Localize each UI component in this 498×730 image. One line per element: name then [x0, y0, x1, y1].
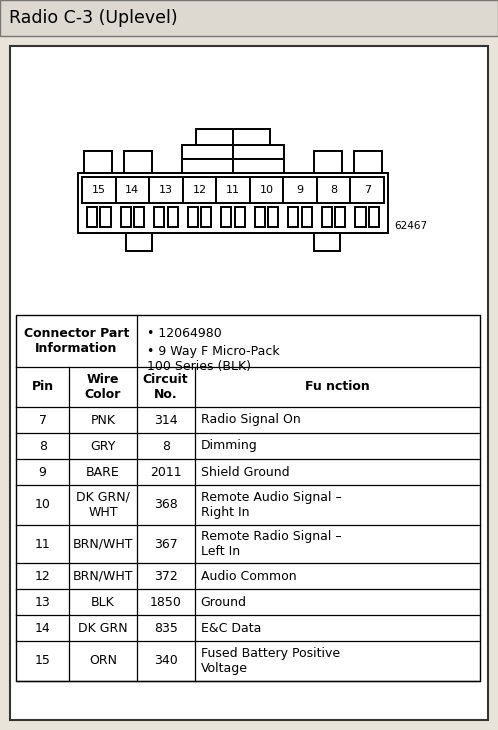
Text: Fu nction: Fu nction	[305, 380, 370, 393]
Text: Shield Ground: Shield Ground	[201, 466, 289, 478]
Bar	[82, 177, 116, 203]
Text: Radio C-3 (Uplevel): Radio C-3 (Uplevel)	[9, 9, 178, 27]
Text: 14: 14	[125, 185, 139, 195]
Text: 10: 10	[259, 185, 273, 195]
Text: 15: 15	[92, 185, 106, 195]
Bar	[124, 151, 152, 173]
Text: 2011: 2011	[150, 466, 181, 478]
Bar	[196, 129, 270, 145]
Text: 1850: 1850	[150, 596, 182, 609]
Text: 8: 8	[330, 185, 337, 195]
Text: Pin: Pin	[31, 380, 54, 393]
Text: 15: 15	[35, 655, 51, 667]
Bar	[154, 207, 164, 227]
Text: Radio Signal On: Radio Signal On	[201, 413, 300, 426]
Bar	[84, 151, 112, 173]
Bar	[216, 177, 250, 203]
Bar	[356, 207, 366, 227]
Text: 7: 7	[364, 185, 371, 195]
Text: 10: 10	[35, 499, 51, 512]
Text: Remote Audio Signal –
Right In: Remote Audio Signal – Right In	[201, 491, 342, 519]
Bar	[283, 177, 317, 203]
Bar	[182, 145, 284, 173]
Bar	[0, 0, 498, 36]
Bar	[167, 207, 178, 227]
Bar	[201, 207, 211, 227]
Bar	[149, 177, 183, 203]
Text: 9: 9	[39, 466, 47, 478]
Text: 340: 340	[154, 655, 177, 667]
Text: BLK: BLK	[91, 596, 115, 609]
Text: 368: 368	[154, 499, 177, 512]
Text: 835: 835	[154, 621, 178, 634]
Bar	[221, 207, 232, 227]
Text: 8: 8	[39, 439, 47, 453]
Bar	[314, 151, 342, 173]
Text: 12: 12	[35, 569, 51, 583]
Bar	[302, 207, 312, 227]
Bar	[126, 233, 152, 251]
Text: BARE: BARE	[86, 466, 120, 478]
Text: 367: 367	[154, 537, 177, 550]
Text: 372: 372	[154, 569, 177, 583]
Text: 314: 314	[154, 413, 177, 426]
Bar	[235, 207, 245, 227]
Bar	[16, 315, 480, 681]
Text: 7: 7	[39, 413, 47, 426]
Text: Remote Radio Signal –
Left In: Remote Radio Signal – Left In	[201, 530, 341, 558]
Text: 14: 14	[35, 621, 51, 634]
Text: ORN: ORN	[89, 655, 117, 667]
Text: DK GRN: DK GRN	[78, 621, 128, 634]
Text: Circuit
No.: Circuit No.	[143, 373, 188, 401]
Text: BRN/WHT: BRN/WHT	[73, 569, 133, 583]
Bar	[268, 207, 278, 227]
Text: BRN/WHT: BRN/WHT	[73, 537, 133, 550]
Text: GRY: GRY	[90, 439, 116, 453]
Bar	[183, 177, 216, 203]
Text: Fused Battery Positive
Voltage: Fused Battery Positive Voltage	[201, 647, 340, 675]
Bar	[188, 207, 198, 227]
Text: 11: 11	[35, 537, 51, 550]
Text: • 9 Way F Micro-Pack
100 Series (BLK): • 9 Way F Micro-Pack 100 Series (BLK)	[146, 345, 279, 373]
Bar	[250, 177, 283, 203]
Text: 62467: 62467	[394, 221, 427, 231]
Bar	[322, 207, 332, 227]
Text: PNK: PNK	[91, 413, 116, 426]
Text: 8: 8	[162, 439, 170, 453]
Text: DK GRN/
WHT: DK GRN/ WHT	[76, 491, 130, 519]
Text: Wire
Color: Wire Color	[85, 373, 121, 401]
Text: Connector Part
Information: Connector Part Information	[23, 327, 129, 355]
Bar	[101, 207, 111, 227]
Bar	[255, 207, 265, 227]
Text: 13: 13	[35, 596, 51, 609]
Text: 12: 12	[192, 185, 207, 195]
Text: • 12064980: • 12064980	[146, 327, 222, 340]
Bar	[87, 207, 97, 227]
Bar	[288, 207, 298, 227]
Text: E&C Data: E&C Data	[201, 621, 261, 634]
Bar	[314, 233, 340, 251]
Text: Ground: Ground	[201, 596, 247, 609]
Text: Dimming: Dimming	[201, 439, 257, 453]
Bar	[116, 177, 149, 203]
Text: 13: 13	[159, 185, 173, 195]
Bar	[369, 207, 379, 227]
Bar	[121, 207, 130, 227]
Bar	[78, 173, 388, 233]
Text: 11: 11	[226, 185, 240, 195]
Bar	[351, 177, 384, 203]
Bar	[317, 177, 351, 203]
Bar	[354, 151, 382, 173]
Text: 9: 9	[296, 185, 304, 195]
Text: Audio Common: Audio Common	[201, 569, 296, 583]
Bar	[335, 207, 346, 227]
Bar	[134, 207, 144, 227]
